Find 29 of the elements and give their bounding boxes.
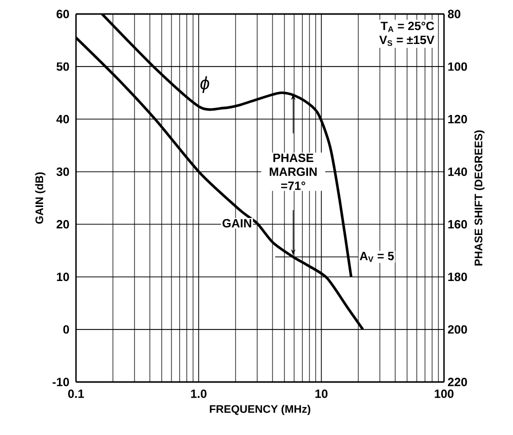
y-tick-label: 50 xyxy=(56,62,69,71)
x-tick-label: 10 xyxy=(315,390,328,398)
series-label: ϕ xyxy=(200,76,210,94)
y2-axis-title: PHASE SHIFT (DEGREES) xyxy=(474,130,485,266)
y2-tick-label: 200 xyxy=(448,325,467,334)
y2-tick-label: 80 xyxy=(448,10,460,18)
y-tick-label: 60 xyxy=(56,10,69,18)
x-tick-label: 0.1 xyxy=(68,390,84,398)
y-tick-label: 30 xyxy=(56,167,69,176)
y2-tick-label: 160 xyxy=(448,220,467,229)
series-label: GAIN xyxy=(222,219,252,228)
annotation: V$_{S}$ = ±15V xyxy=(379,36,434,46)
y-axis-title: GAIN (dB) xyxy=(35,172,46,224)
y2-tick-label: 140 xyxy=(448,167,467,176)
y-tick-label: 20 xyxy=(56,220,69,229)
y-tick-label: 0 xyxy=(63,325,69,334)
annotation: A$_{V}$ = 5 xyxy=(360,252,394,262)
y-tick-label: -10 xyxy=(52,378,69,386)
annotation: T$_{A}$ = 25°C xyxy=(380,22,434,32)
y2-tick-label: 100 xyxy=(448,62,467,71)
x-axis-title: FREQUENCY (MHz) xyxy=(210,404,310,416)
y-tick-label: 10 xyxy=(56,272,69,282)
y2-tick-label: 180 xyxy=(448,272,467,282)
x-tick-label: 1.0 xyxy=(191,390,206,398)
annotation: PHASE MARGIN =71° xyxy=(270,154,317,190)
y2-tick-label: 220 xyxy=(448,378,467,386)
x-tick-label: 100 xyxy=(434,390,454,398)
y2-tick-label: 120 xyxy=(448,114,467,124)
y-tick-label: 40 xyxy=(56,114,69,124)
